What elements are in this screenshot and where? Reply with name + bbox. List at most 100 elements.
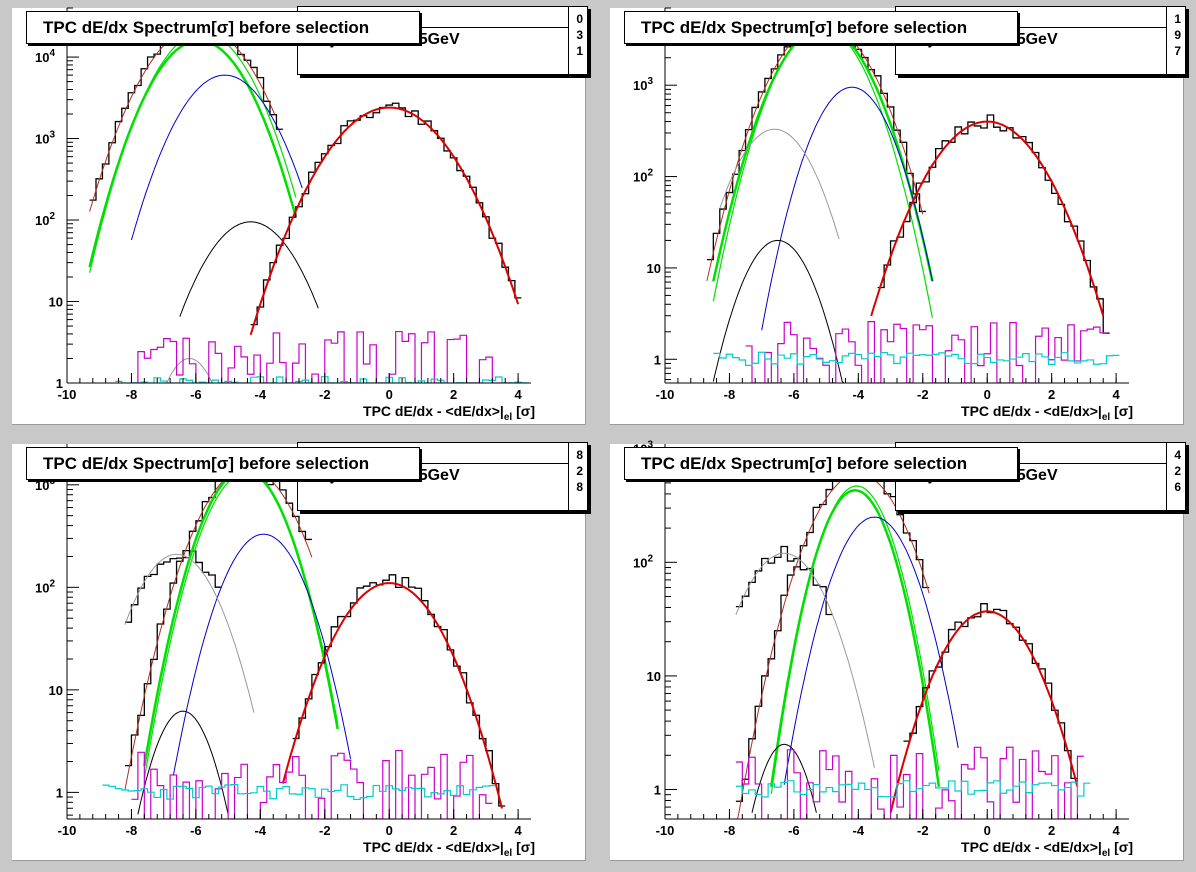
x-tick-label: -6 — [788, 823, 800, 838]
data-histogram — [89, 20, 283, 201]
x-tick-label: 0 — [386, 823, 393, 838]
plot-3p5gev: -10 -8 -6 -4 -2 0 2 4 1 10 102 103 TPC dE/dx - <dE/d… — [35, 444, 535, 859]
electron-data-histogram — [250, 102, 522, 326]
stats-digits: 0 3 1 — [573, 11, 583, 59]
background-cyan-histogram — [102, 784, 496, 801]
pion-fit-2-curve — [89, 31, 297, 273]
x-tick-label: -10 — [656, 823, 675, 838]
data-shoulder-histogram — [125, 550, 222, 623]
title-box: TPC dE/dx Spectrum[σ] before selection — [26, 11, 420, 44]
y-tick-label: 10 — [49, 295, 63, 310]
plot-title: TPC dE/dx Spectrum[σ] before selection — [641, 18, 968, 37]
proton-fit-curve — [751, 743, 817, 813]
background-magenta-histogram — [131, 749, 493, 819]
x-tick-label: -4 — [853, 387, 865, 402]
stats-column-divider — [1166, 7, 1167, 74]
pion-fit-1-curve — [143, 468, 339, 767]
muon-fit-curve — [735, 552, 875, 768]
x-tick-label: -8 — [126, 387, 138, 402]
stats-digit: 1 — [576, 44, 583, 58]
x-axis-label: TPC dE/dx - <dE/dx>|el [σ] — [363, 839, 535, 859]
plot-title: TPC dE/dx Spectrum[σ] before selection — [43, 454, 370, 473]
stats-divider — [298, 27, 568, 28]
y-tick-label: 1 — [56, 376, 63, 391]
muon-fit-curve — [124, 553, 255, 713]
x-tick-label: -8 — [724, 823, 736, 838]
x-tick-label: 2 — [450, 823, 457, 838]
x-tick-label: -4 — [255, 823, 267, 838]
stats-digit: 6 — [1174, 480, 1181, 494]
y-tick-label: 10 — [49, 683, 63, 698]
stats-digit: 0 — [576, 12, 583, 26]
stats-column-divider — [568, 443, 569, 510]
stats-digit: 4 — [1174, 448, 1181, 462]
total-fit-curve — [124, 467, 313, 790]
data-shoulder-histogram — [735, 545, 833, 616]
kaon-fit-curve — [761, 86, 933, 331]
data-histogram — [735, 467, 930, 802]
stats-digit: 1 — [1174, 12, 1181, 26]
stats-digit: 2 — [1174, 464, 1181, 478]
y-tick-label: 102 — [35, 578, 55, 595]
proton-fit-curve — [137, 710, 229, 815]
pad-1p5gev: -10 -8 -6 -4 -2 0 2 4 1 10 102 103 104 TPC dE/dx - <d… — [12, 6, 588, 425]
x-tick-label: -6 — [190, 387, 202, 402]
stats-column-divider — [1166, 443, 1167, 510]
x-tick-label: 4 — [1112, 823, 1120, 838]
electron-fit-curve — [870, 120, 1105, 317]
total-fit-curve — [89, 25, 276, 212]
x-tick-label: -2 — [319, 823, 331, 838]
kaon-fit-curve — [130, 74, 303, 241]
y-tick-label: 104 — [35, 48, 55, 65]
kaon-fit-curve — [172, 533, 352, 776]
x-axis-label: TPC dE/dx - <dE/dx>|el [σ] — [961, 403, 1133, 423]
x-tick-label: -6 — [788, 387, 800, 402]
x-tick-label: -2 — [319, 387, 331, 402]
stats-divider — [298, 463, 568, 464]
stats-column-divider — [568, 7, 569, 74]
pion-fit-1-curve — [770, 489, 941, 787]
y-tick-label: 103 — [633, 76, 653, 93]
plot-area — [735, 467, 1091, 819]
electron-fit-curve — [249, 106, 520, 336]
kaon-fit-curve — [783, 516, 959, 785]
background-cyan-histogram — [735, 780, 1091, 798]
stats-digit: 7 — [1174, 44, 1181, 58]
y-tick-label: 10 — [647, 261, 661, 276]
x-tick-label: 0 — [386, 387, 393, 402]
pad-3p5gev: -10 -8 -6 -4 -2 0 2 4 1 10 102 103 TPC dE/dx - <dE/d… — [12, 442, 588, 861]
electron-fit-curve — [889, 610, 1079, 813]
plot-area — [88, 20, 528, 383]
x-tick-label: 4 — [514, 823, 522, 838]
plot-1p5gev: -10 -8 -6 -4 -2 0 2 4 1 10 102 103 104 TPC dE/dx - <d… — [35, 7, 535, 423]
x-tick-label: -4 — [853, 823, 865, 838]
muon-fit-curve — [719, 128, 840, 240]
x-tick-label: -2 — [917, 387, 929, 402]
x-tick-label: -10 — [58, 823, 77, 838]
stats-digits: 1 9 7 — [1171, 11, 1181, 59]
stats-divider — [896, 463, 1166, 464]
x-tick-label: 2 — [1048, 387, 1055, 402]
y-tick-label: 102 — [633, 553, 653, 570]
stats-digits: 8 2 8 — [573, 447, 583, 495]
title-box: TPC dE/dx Spectrum[σ] before selection — [26, 447, 420, 480]
x-tick-label: -10 — [58, 387, 77, 402]
muon-fit-curve — [147, 357, 229, 383]
background-magenta-histogram — [131, 330, 512, 383]
x-tick-label: -10 — [656, 387, 675, 402]
electron-data-histogram — [903, 603, 1078, 780]
pion-fit-2-curve — [770, 485, 940, 794]
x-tick-label: 4 — [514, 387, 522, 402]
x-axis-label: TPC dE/dx - <dE/dx>|el [σ] — [961, 839, 1133, 859]
electron-fit-curve — [281, 582, 503, 809]
x-axis-label: TPC dE/dx - <dE/dx>|el [σ] — [363, 403, 535, 423]
x-tick-label: -2 — [917, 823, 929, 838]
x-tick-label: 4 — [1112, 387, 1120, 402]
x-tick-label: 2 — [450, 387, 457, 402]
pion-fit-2-curve — [143, 472, 339, 779]
y-tick-label: 1 — [56, 785, 63, 800]
plot-title: TPC dE/dx Spectrum[σ] before selection — [641, 454, 968, 473]
y-tick-label: 103 — [35, 130, 55, 147]
